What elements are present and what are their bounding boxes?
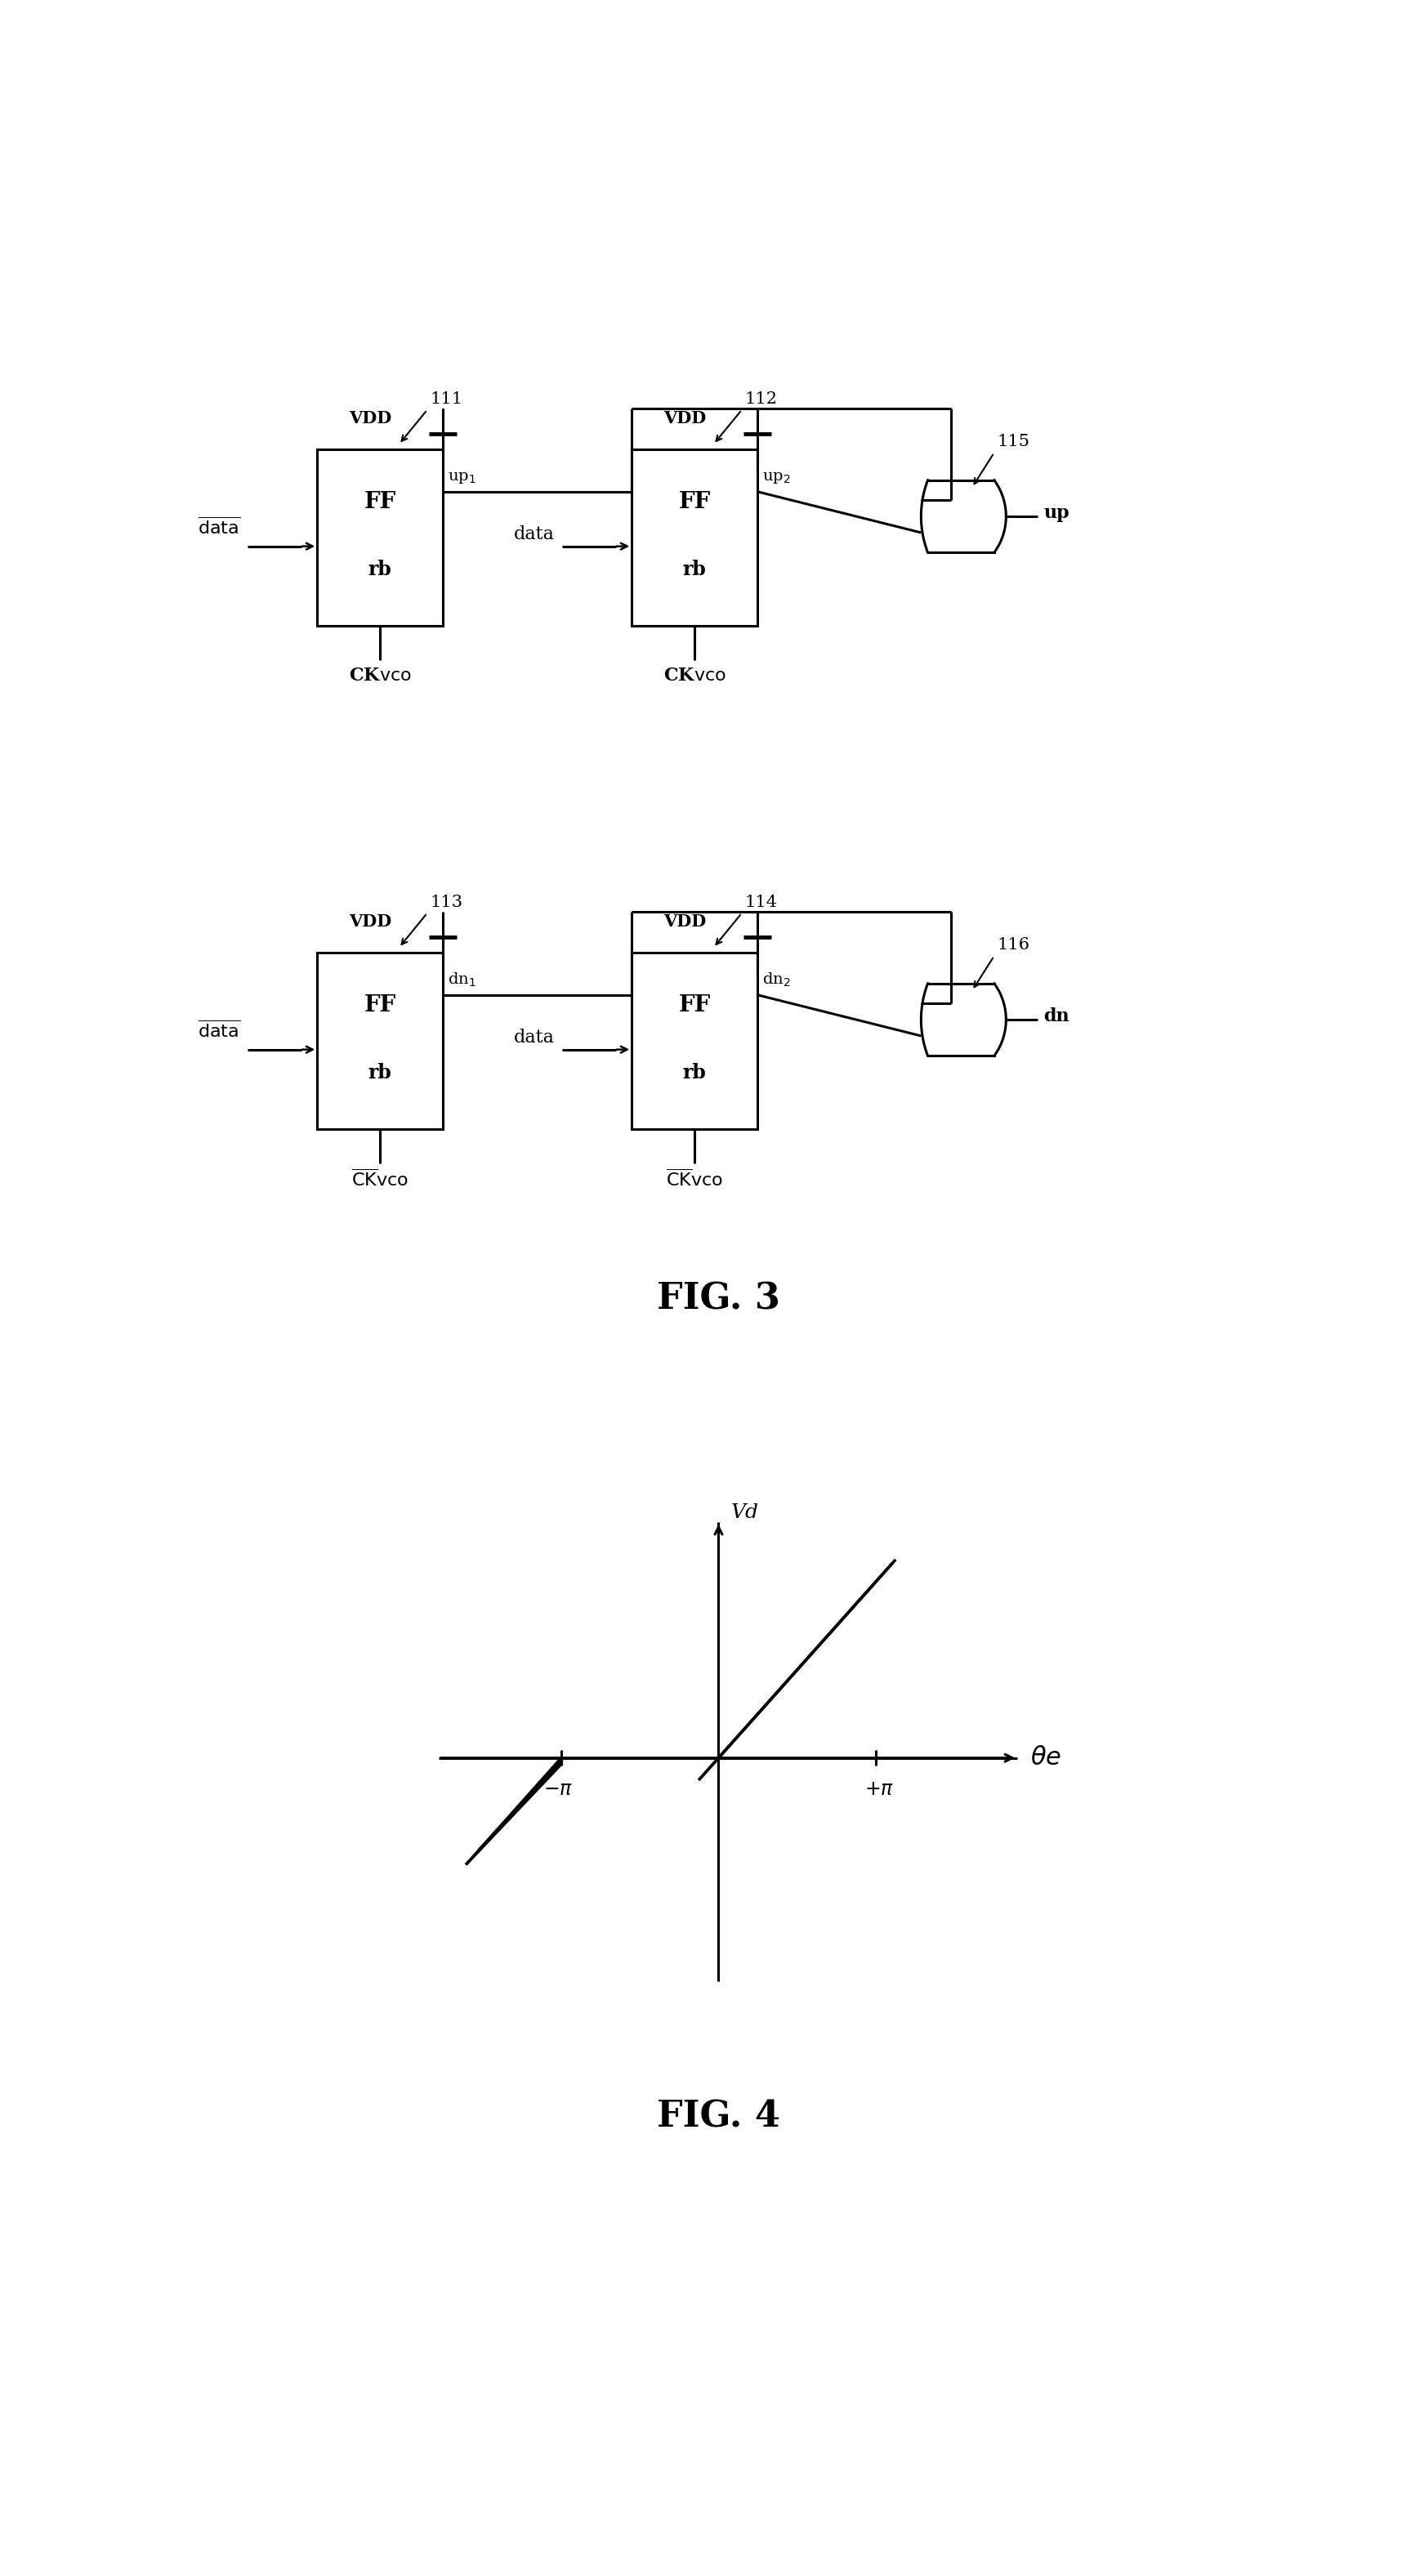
Text: data: data bbox=[515, 526, 555, 544]
Text: up$_2$: up$_2$ bbox=[763, 471, 791, 484]
Bar bbox=[632, 953, 757, 1128]
Text: 114: 114 bbox=[744, 894, 778, 909]
Text: 116: 116 bbox=[997, 938, 1030, 953]
Text: data: data bbox=[515, 1028, 555, 1046]
Bar bbox=[632, 448, 757, 626]
Text: FF: FF bbox=[679, 994, 711, 1018]
Text: $\overline{\mathrm{CK}}$$\mathrm{vco}$: $\overline{\mathrm{CK}}$$\mathrm{vco}$ bbox=[666, 1170, 723, 1190]
Text: FF: FF bbox=[365, 492, 397, 513]
Bar bbox=[317, 953, 443, 1128]
Text: 113: 113 bbox=[430, 894, 463, 909]
Text: FF: FF bbox=[679, 492, 711, 513]
Text: $\theta e$: $\theta e$ bbox=[1030, 1747, 1061, 1770]
Text: FIG. 4: FIG. 4 bbox=[658, 2099, 780, 2133]
Text: $\overline{\mathrm{CK}}$$\mathrm{vco}$: $\overline{\mathrm{CK}}$$\mathrm{vco}$ bbox=[352, 1170, 408, 1190]
Text: up$_1$: up$_1$ bbox=[449, 471, 477, 484]
Text: rb: rb bbox=[683, 559, 707, 580]
Text: $\overline{\mathrm{data}}$: $\overline{\mathrm{data}}$ bbox=[198, 518, 240, 538]
Text: VDD: VDD bbox=[663, 912, 705, 930]
Text: VDD: VDD bbox=[349, 912, 391, 930]
Text: 115: 115 bbox=[997, 435, 1030, 451]
Text: CK$\mathrm{vco}$: CK$\mathrm{vco}$ bbox=[349, 667, 411, 685]
Text: FF: FF bbox=[365, 994, 397, 1018]
Bar bbox=[317, 448, 443, 626]
Text: VDD: VDD bbox=[349, 410, 391, 425]
Text: FIG. 3: FIG. 3 bbox=[658, 1280, 780, 1316]
Text: rb: rb bbox=[369, 1064, 393, 1082]
Text: dn$_2$: dn$_2$ bbox=[763, 971, 791, 989]
Text: 112: 112 bbox=[744, 392, 778, 407]
Text: rb: rb bbox=[683, 1064, 707, 1082]
Text: VDD: VDD bbox=[663, 410, 705, 425]
Text: 111: 111 bbox=[430, 392, 463, 407]
Text: Vd: Vd bbox=[730, 1504, 758, 1522]
Text: up: up bbox=[1043, 505, 1070, 523]
Text: CK$\mathrm{vco}$: CK$\mathrm{vco}$ bbox=[663, 667, 726, 685]
Text: $-\pi$: $-\pi$ bbox=[543, 1780, 573, 1798]
Text: rb: rb bbox=[369, 559, 393, 580]
Text: $+\pi$: $+\pi$ bbox=[864, 1780, 894, 1798]
Text: $\overline{\mathrm{data}}$: $\overline{\mathrm{data}}$ bbox=[198, 1020, 240, 1043]
Text: dn: dn bbox=[1043, 1007, 1070, 1025]
Text: dn$_1$: dn$_1$ bbox=[449, 971, 477, 989]
